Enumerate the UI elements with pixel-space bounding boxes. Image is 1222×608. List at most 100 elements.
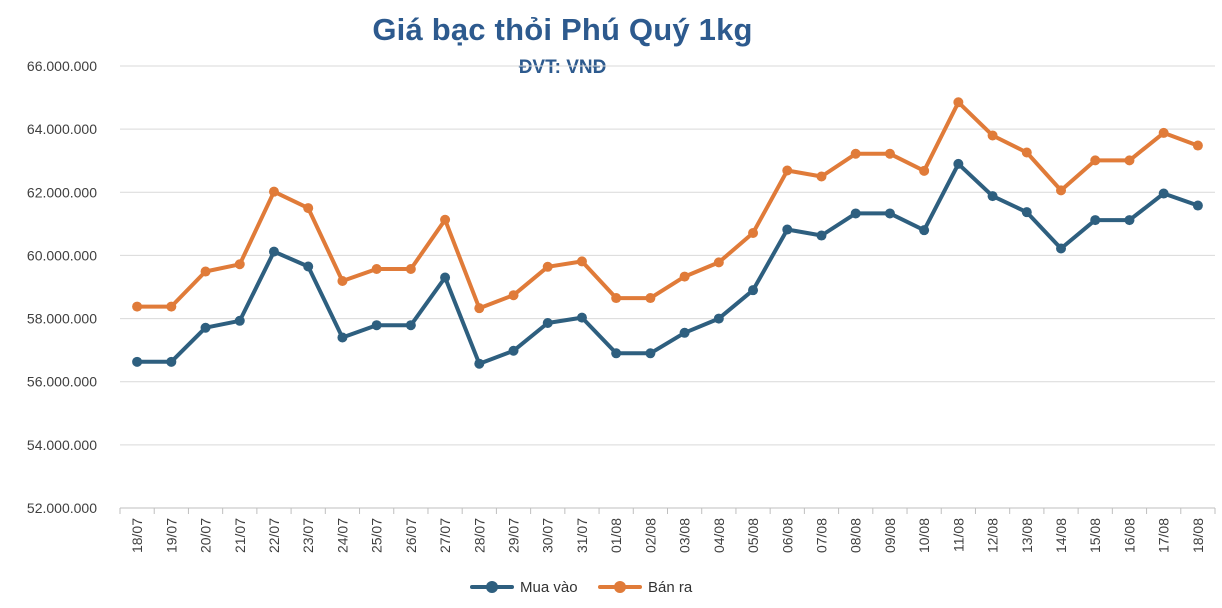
data-point[interactable] xyxy=(576,312,587,323)
data-point[interactable] xyxy=(303,261,314,272)
legend-item-mua-vao[interactable]: Mua vào xyxy=(470,576,578,598)
data-point[interactable] xyxy=(337,332,348,343)
data-point[interactable] xyxy=(713,257,724,268)
x-tick-label: 13/08 xyxy=(1019,518,1035,553)
data-point[interactable] xyxy=(405,320,416,331)
data-point[interactable] xyxy=(645,348,656,359)
x-tick-label: 17/08 xyxy=(1156,518,1172,553)
data-point[interactable] xyxy=(200,266,211,277)
data-point[interactable] xyxy=(268,246,279,257)
data-point[interactable] xyxy=(679,271,690,282)
data-point[interactable] xyxy=(611,293,622,304)
chart-subtitle: ĐVT: VNĐ xyxy=(518,57,607,78)
data-point[interactable] xyxy=(303,203,314,214)
series-1 xyxy=(132,97,1203,314)
data-point[interactable] xyxy=(987,191,998,202)
data-point[interactable] xyxy=(576,256,587,267)
data-point[interactable] xyxy=(1124,155,1135,166)
data-point[interactable] xyxy=(405,264,416,275)
data-point[interactable] xyxy=(953,97,964,108)
data-point[interactable] xyxy=(268,186,279,197)
x-tick-label: 27/07 xyxy=(437,518,453,553)
data-point[interactable] xyxy=(1021,207,1032,218)
data-point[interactable] xyxy=(440,214,451,225)
x-tick-label: 16/08 xyxy=(1121,518,1137,553)
data-point[interactable] xyxy=(748,228,759,239)
data-point[interactable] xyxy=(132,301,143,312)
data-point[interactable] xyxy=(816,171,827,182)
y-tick-label: 62.000.000 xyxy=(27,184,97,200)
data-point[interactable] xyxy=(987,130,998,141)
data-point[interactable] xyxy=(611,348,622,359)
data-point[interactable] xyxy=(782,165,793,176)
data-point[interactable] xyxy=(234,259,245,270)
data-point[interactable] xyxy=(1056,185,1067,196)
data-point[interactable] xyxy=(132,356,143,367)
data-point[interactable] xyxy=(1192,140,1203,151)
x-tick-label: 21/07 xyxy=(232,518,248,553)
data-point[interactable] xyxy=(1021,147,1032,158)
data-point[interactable] xyxy=(884,148,895,159)
data-point[interactable] xyxy=(337,276,348,287)
data-point[interactable] xyxy=(748,285,759,296)
data-point[interactable] xyxy=(508,345,519,356)
legend-swatch-ban-ra xyxy=(598,576,642,598)
x-tick-label: 24/07 xyxy=(334,518,350,553)
data-point[interactable] xyxy=(371,320,382,331)
legend: Mua vào Bán ra xyxy=(0,576,1222,598)
x-tick-label: 14/08 xyxy=(1053,518,1069,553)
data-point[interactable] xyxy=(508,290,519,301)
data-point[interactable] xyxy=(1056,243,1067,254)
x-tick-label: 19/07 xyxy=(163,518,179,553)
x-axis: 18/07 19/07 20/07 21/07 22/07 23/07 24/07 25/07… xyxy=(119,507,1216,553)
legend-marker xyxy=(614,581,626,593)
data-point[interactable] xyxy=(1192,200,1203,211)
data-point[interactable] xyxy=(166,356,177,367)
data-point[interactable] xyxy=(679,327,690,338)
x-tick-label: 30/07 xyxy=(540,518,556,553)
x-tick-label: 25/07 xyxy=(369,518,385,553)
data-point[interactable] xyxy=(919,165,930,176)
data-point[interactable] xyxy=(542,317,553,328)
series-line xyxy=(135,161,1200,366)
data-point[interactable] xyxy=(1124,215,1135,226)
x-tick-label: 02/08 xyxy=(642,518,658,553)
data-point[interactable] xyxy=(474,303,485,314)
data-point[interactable] xyxy=(713,313,724,324)
data-point[interactable] xyxy=(953,158,964,169)
y-tick-label: 66.000.000 xyxy=(27,58,97,74)
y-axis: 52.000.000 54.000.000 56.000.000 58.000.000… xyxy=(27,58,97,516)
data-point[interactable] xyxy=(884,208,895,219)
data-point[interactable] xyxy=(474,358,485,369)
x-tick-label: 08/08 xyxy=(848,518,864,553)
x-tick-label: 15/08 xyxy=(1087,518,1103,553)
x-tick-label: 09/08 xyxy=(882,518,898,553)
data-point[interactable] xyxy=(850,208,861,219)
data-point[interactable] xyxy=(200,322,211,333)
data-point[interactable] xyxy=(816,230,827,241)
series-group xyxy=(132,97,1203,369)
data-point[interactable] xyxy=(166,301,177,312)
data-point[interactable] xyxy=(782,224,793,235)
data-point[interactable] xyxy=(542,261,553,272)
data-point[interactable] xyxy=(1158,188,1169,199)
gridlines xyxy=(120,65,1215,446)
data-point[interactable] xyxy=(850,148,861,159)
data-point[interactable] xyxy=(440,272,451,283)
data-point[interactable] xyxy=(234,315,245,326)
y-tick-label: 60.000.000 xyxy=(27,247,97,263)
data-point[interactable] xyxy=(371,264,382,275)
data-point[interactable] xyxy=(1090,215,1101,226)
x-tick-label: 10/08 xyxy=(916,518,932,553)
x-tick-label: 18/07 xyxy=(129,518,145,553)
x-tick-label: 22/07 xyxy=(266,518,282,553)
x-tick-label: 04/08 xyxy=(711,518,727,553)
x-tick-label: 06/08 xyxy=(779,518,795,553)
data-point[interactable] xyxy=(1158,127,1169,138)
data-point[interactable] xyxy=(1090,155,1101,166)
data-point[interactable] xyxy=(645,293,656,304)
y-tick-label: 64.000.000 xyxy=(27,121,97,137)
legend-item-ban-ra[interactable]: Bán ra xyxy=(598,576,692,598)
data-point[interactable] xyxy=(919,225,930,236)
